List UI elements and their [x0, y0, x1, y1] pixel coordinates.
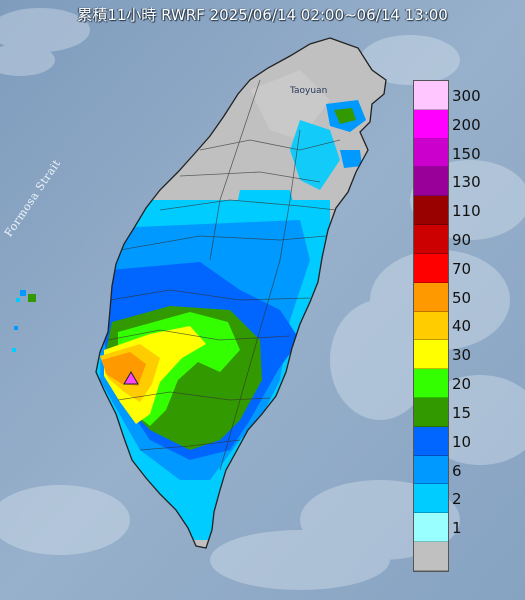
island-outline: [95, 37, 387, 549]
legend-swatch: [414, 369, 448, 398]
penghu-islands: [12, 290, 36, 352]
legend-label: 200: [452, 115, 481, 134]
legend-swatch: [414, 397, 448, 427]
legend-swatch: [414, 81, 448, 110]
legend-swatch: [414, 253, 448, 283]
legend-label: 50: [452, 288, 472, 307]
cloud-blob: [330, 300, 430, 420]
max-rainfall-marker: [123, 371, 139, 385]
legend-swatch: [414, 138, 448, 168]
legend-label: 30: [452, 346, 472, 365]
map-title: 累積11小時 RWRF 2025/06/14 02:00~06/14 13:00: [77, 6, 448, 24]
legend-swatch: [414, 455, 448, 485]
legend-label: 40: [452, 317, 472, 336]
cloud-blob: [210, 530, 390, 590]
color-legend: [413, 80, 449, 572]
legend-label: 6: [452, 461, 462, 480]
legend-swatch: [414, 196, 448, 226]
legend-label: 2: [452, 490, 462, 509]
legend-swatch: [414, 109, 448, 139]
cloud-blob: [0, 44, 55, 76]
city-label: Taoyuan: [290, 86, 328, 96]
legend-swatch: [414, 225, 448, 254]
legend-label: 110: [452, 202, 481, 221]
legend-label: 15: [452, 403, 472, 422]
legend-label: 20: [452, 375, 472, 394]
legend-swatch: [414, 513, 448, 542]
legend-swatch: [414, 311, 448, 341]
legend-label: 130: [452, 173, 481, 192]
legend-label: 90: [452, 230, 472, 249]
cloud-blob: [0, 485, 130, 555]
legend-swatch: [414, 542, 448, 571]
legend-label: 1: [452, 519, 462, 538]
legend-swatch: [414, 426, 448, 456]
legend-swatch: [414, 340, 448, 370]
legend-label: 300: [452, 86, 481, 105]
legend-label: 150: [452, 144, 481, 163]
legend-label: 10: [452, 432, 472, 451]
legend-swatch: [414, 167, 448, 197]
legend-swatch: [414, 484, 448, 514]
legend-swatch: [414, 282, 448, 312]
legend-label: 70: [452, 259, 472, 278]
cloud-blob: [0, 8, 90, 52]
rain-zone-50mm: [102, 352, 146, 386]
cloud-blob: [360, 35, 460, 85]
